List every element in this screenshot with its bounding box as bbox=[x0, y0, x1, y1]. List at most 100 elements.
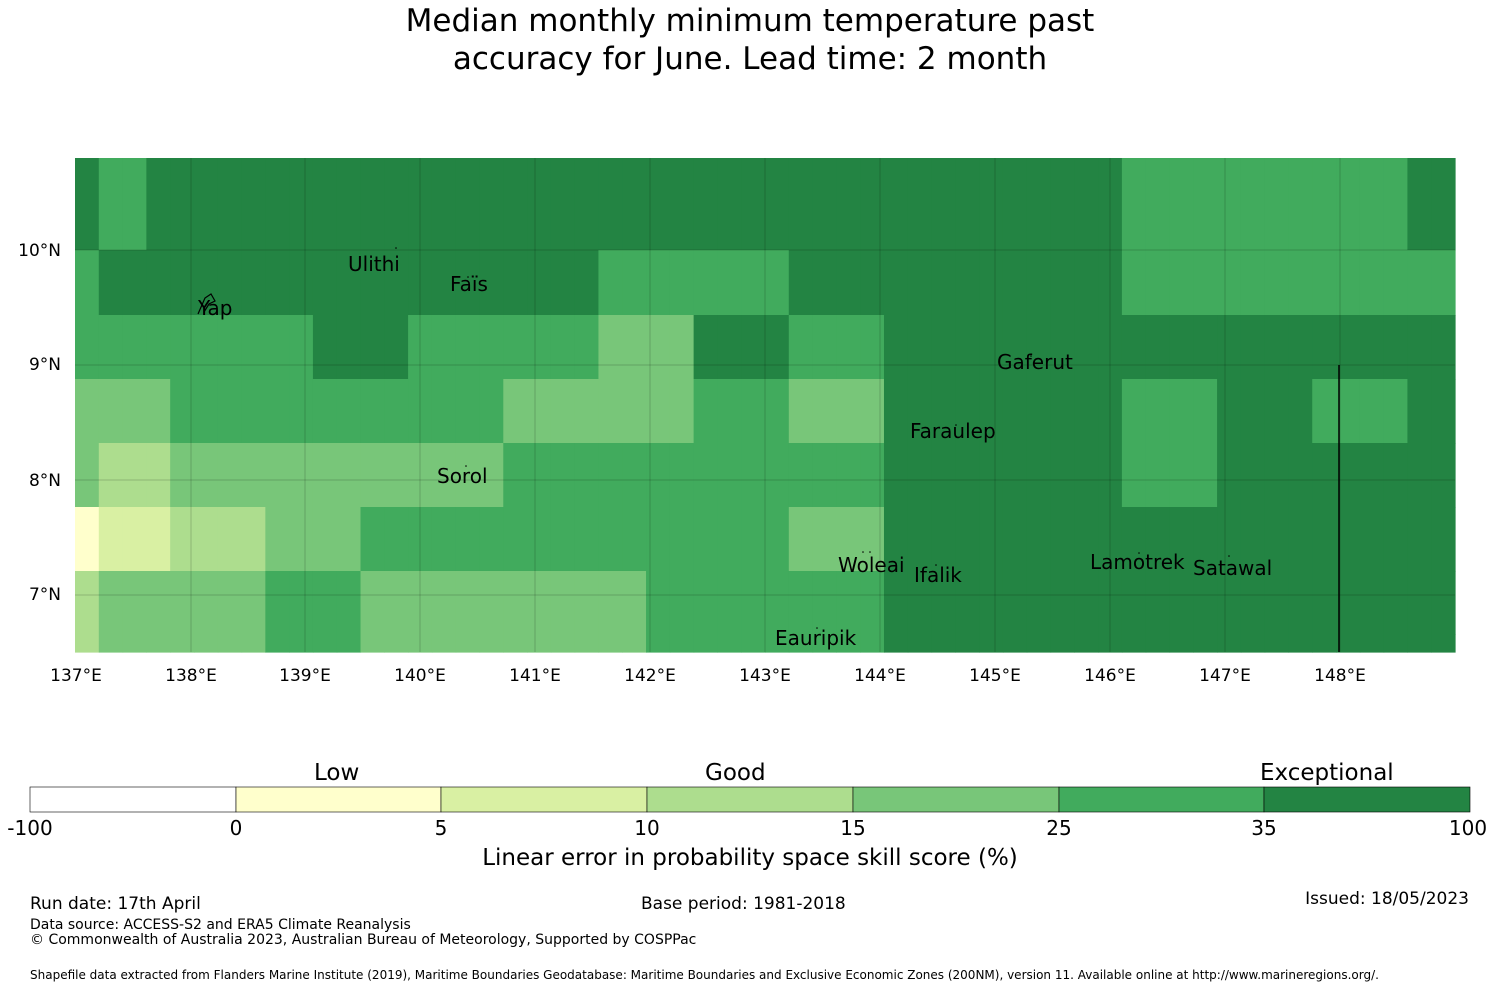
grid-cell bbox=[75, 379, 100, 444]
grid-cell bbox=[98, 315, 124, 380]
island-marker-woleai-2 bbox=[869, 551, 871, 553]
grid-cell bbox=[1002, 443, 1028, 508]
grid-cell bbox=[384, 250, 409, 316]
grid-cell bbox=[1383, 250, 1409, 316]
grid-cell bbox=[98, 158, 124, 251]
grid-cell bbox=[907, 571, 933, 635]
title-line-2: accuracy for June. Lead time: 2 month bbox=[452, 41, 1048, 77]
grid-cell bbox=[1074, 315, 1099, 380]
island-marker-satawal bbox=[1228, 555, 1230, 557]
grid-cell bbox=[1431, 250, 1456, 316]
grid-cell bbox=[955, 507, 980, 572]
grid-cell bbox=[1288, 250, 1313, 316]
grid-cell bbox=[765, 250, 790, 316]
grid-cell bbox=[527, 507, 552, 572]
place-label-sorol: Sorol bbox=[437, 464, 488, 488]
grid-cell bbox=[1002, 571, 1028, 635]
grid-cell bbox=[384, 634, 409, 653]
grid-cell bbox=[122, 634, 147, 653]
grid-cell bbox=[836, 634, 861, 653]
grid-cell bbox=[265, 250, 290, 316]
grid-cell bbox=[717, 158, 742, 251]
grid-cell bbox=[860, 315, 885, 380]
grid-cell bbox=[1074, 250, 1099, 316]
grid-cell bbox=[360, 250, 385, 316]
grid-cell bbox=[312, 571, 338, 635]
colorbar-tick-100: 100 bbox=[1448, 816, 1488, 840]
grid-cell bbox=[336, 158, 362, 251]
grid-cell bbox=[312, 443, 338, 508]
grid-cell bbox=[1431, 571, 1456, 635]
grid-cell bbox=[75, 634, 100, 653]
grid-cell bbox=[479, 379, 504, 444]
grid-cell bbox=[1288, 158, 1313, 251]
grid-cell bbox=[1359, 443, 1385, 508]
grid-cell bbox=[146, 634, 171, 653]
grid-cell bbox=[1383, 443, 1409, 508]
grid-cell bbox=[1288, 507, 1313, 572]
grid-cell bbox=[1050, 443, 1075, 508]
grid-cell bbox=[788, 443, 814, 508]
grid-cell bbox=[860, 507, 885, 572]
grid-cell bbox=[979, 379, 1004, 444]
grid-cell bbox=[170, 250, 195, 316]
grid-cell bbox=[1050, 158, 1075, 251]
grid-cell bbox=[193, 379, 219, 444]
grid-cell bbox=[646, 443, 671, 508]
grid-cell bbox=[503, 507, 528, 572]
grid-cell bbox=[360, 379, 385, 444]
grid-cell bbox=[360, 634, 385, 653]
colorbar-segment bbox=[29, 786, 237, 813]
grid-cell bbox=[146, 158, 171, 251]
grid-cell bbox=[1074, 571, 1099, 635]
grid-cell bbox=[1407, 507, 1432, 572]
grid-cell bbox=[788, 507, 814, 572]
grid-cell bbox=[931, 507, 956, 572]
grid-cell bbox=[1026, 315, 1052, 380]
grid-cell bbox=[1312, 443, 1337, 508]
grid-cell bbox=[574, 571, 600, 635]
grid-cell bbox=[574, 158, 600, 251]
grid-cell bbox=[1193, 507, 1218, 572]
colorbar-tick-25: 25 bbox=[1046, 816, 1072, 840]
grid-cell bbox=[1169, 634, 1194, 653]
grid-cell bbox=[1312, 634, 1337, 653]
grid-cell bbox=[265, 315, 290, 380]
grid-cell bbox=[1217, 315, 1242, 380]
grid-cell bbox=[979, 250, 1004, 316]
grid-cell bbox=[1098, 443, 1123, 508]
grid-cell bbox=[1050, 507, 1075, 572]
grid-cell bbox=[979, 443, 1004, 508]
grid-cell bbox=[1050, 379, 1075, 444]
grid-cell bbox=[550, 250, 576, 316]
grid-cell bbox=[1002, 379, 1028, 444]
title-line-1: Median monthly minimum temperature past bbox=[405, 3, 1095, 39]
grid-cell bbox=[1121, 507, 1147, 572]
grid-cell bbox=[431, 158, 457, 251]
grid-cell bbox=[98, 634, 124, 653]
grid-cell bbox=[1026, 634, 1052, 653]
grid-cell bbox=[955, 443, 980, 508]
grid-cell bbox=[431, 634, 457, 653]
grid-cell bbox=[693, 634, 719, 653]
grid-cell bbox=[1264, 443, 1290, 508]
grid-cell bbox=[241, 443, 266, 508]
grid-cell bbox=[170, 634, 195, 653]
grid-cell bbox=[717, 507, 742, 572]
grid-cell bbox=[1002, 315, 1028, 380]
grid-cell bbox=[1121, 315, 1147, 380]
grid-cell bbox=[741, 443, 766, 508]
grid-cell bbox=[1336, 507, 1361, 572]
run-date: Run date: 17th April bbox=[30, 894, 201, 914]
grid-cell bbox=[1336, 571, 1361, 635]
grid-cell bbox=[907, 315, 933, 380]
grid-cell bbox=[812, 571, 837, 635]
grid-cell bbox=[360, 507, 385, 572]
grid-cell bbox=[860, 634, 885, 653]
lon-tick-142: 142°E bbox=[624, 666, 676, 686]
grid-cell bbox=[336, 379, 362, 444]
grid-cell bbox=[170, 379, 195, 444]
grid-cell bbox=[979, 158, 1004, 251]
grid-cell bbox=[503, 571, 528, 635]
grid-cell bbox=[1431, 443, 1456, 508]
